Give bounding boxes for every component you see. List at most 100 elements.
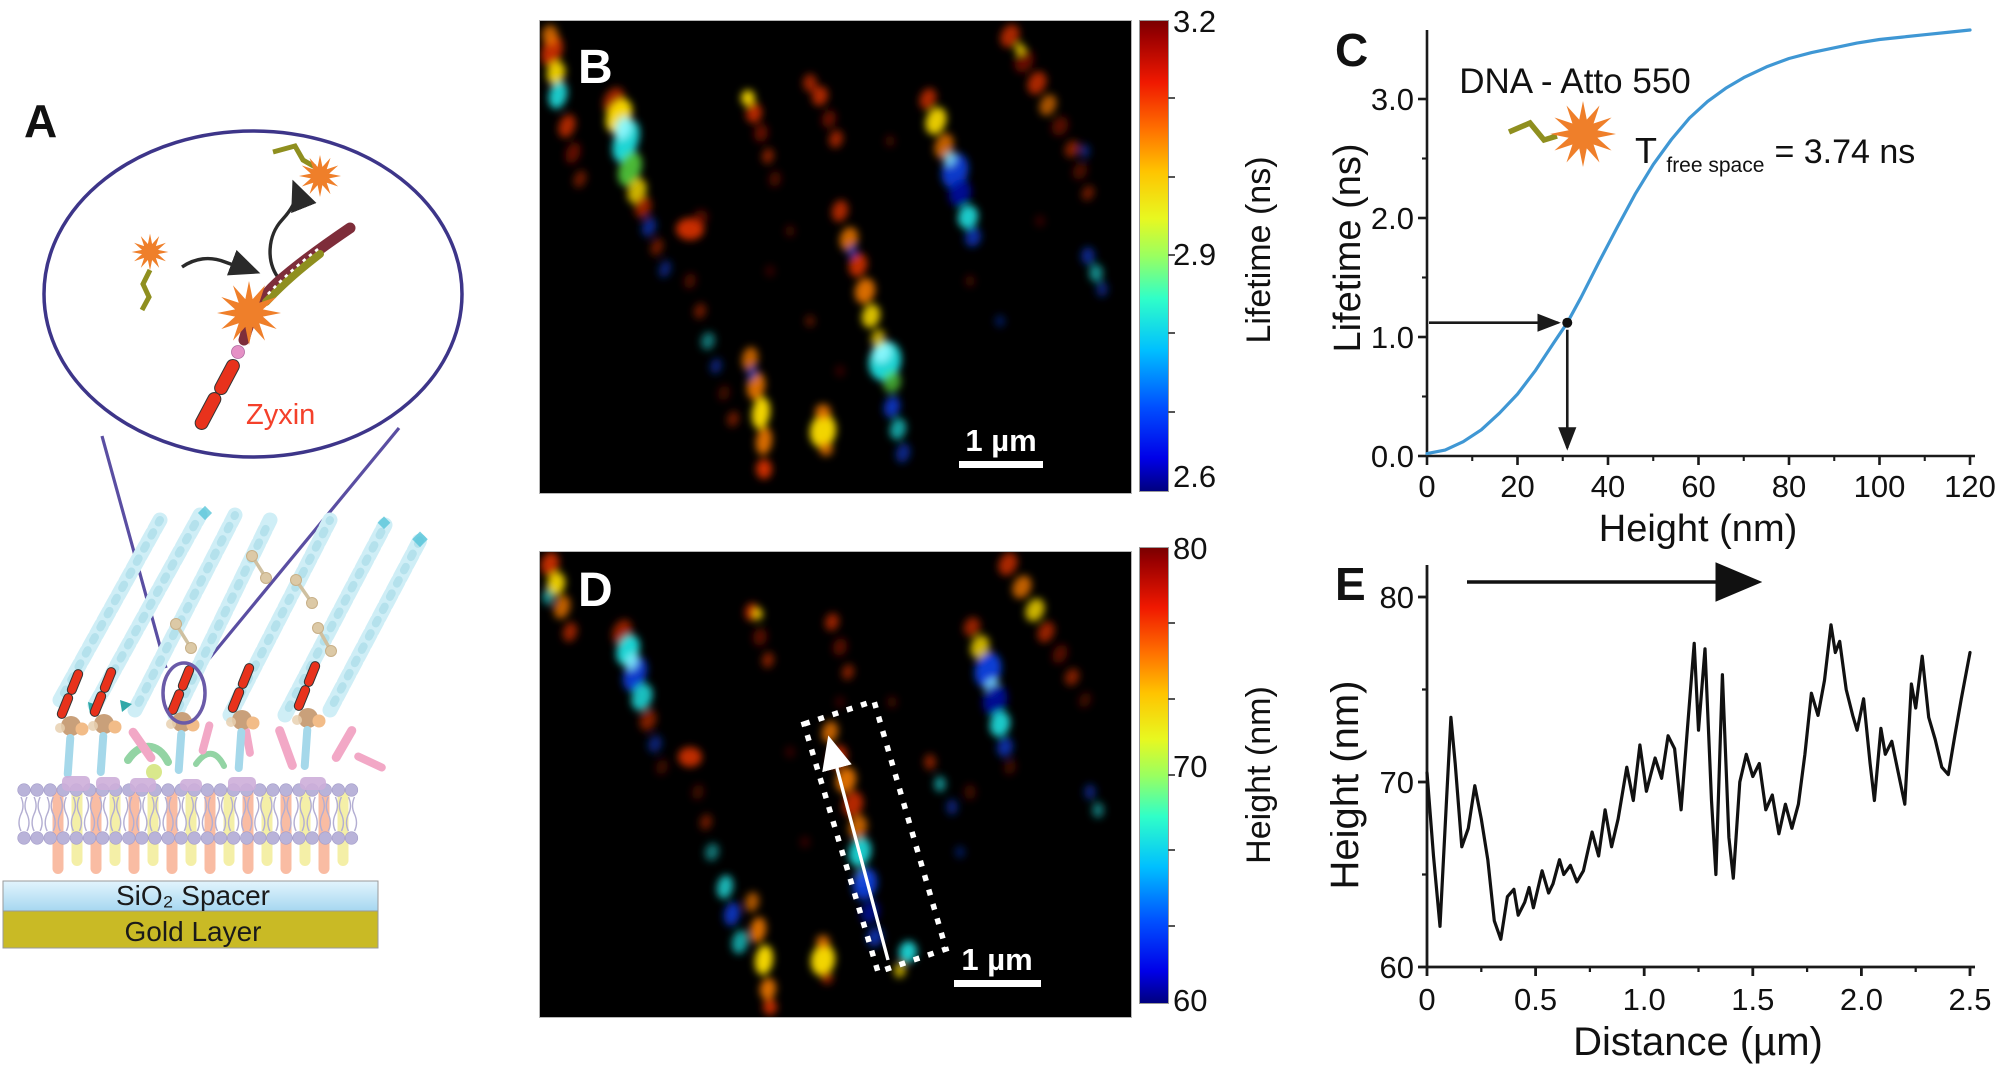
- zoom-target-circle: [161, 661, 207, 725]
- inset-content: Zyxin: [131, 143, 356, 431]
- streak-blob: [1052, 644, 1068, 664]
- lipid-tail: [312, 796, 318, 832]
- streak-blob: [1012, 575, 1032, 599]
- x-tick-label: 20: [1500, 469, 1534, 504]
- streak-blob: [647, 735, 663, 753]
- lipid-tail: [136, 796, 142, 832]
- lifetime-colorbar: [1139, 20, 1169, 492]
- adhesion-blob: [166, 719, 176, 729]
- axes: 0 0.5 1.0 1.5 2.0 2.5 60 70 80: [1380, 565, 1992, 1017]
- crosslinker-bead: [246, 550, 258, 562]
- streak-blob: [1081, 185, 1095, 201]
- actin-filament-shade: [131, 511, 239, 714]
- linker-dot: [231, 345, 245, 359]
- peripheral-protein: [96, 777, 120, 790]
- streak-blob: [617, 151, 643, 187]
- membrane-surface-proteins: [62, 776, 326, 792]
- roi-direction-arrow: [822, 735, 890, 961]
- panel-d-height-image: D 1 µm: [539, 551, 1132, 1018]
- x-tick-label: 0.5: [1514, 982, 1557, 1017]
- streak-blob: [816, 935, 830, 949]
- lipid-head: [30, 783, 44, 797]
- transmembrane-pillar: [261, 788, 273, 866]
- streak-blob: [754, 945, 774, 975]
- marked-point-annotation: [1429, 313, 1577, 451]
- streak-blob: [996, 737, 1014, 757]
- release-arrow: [268, 179, 317, 282]
- peripheral-protein: [130, 778, 156, 792]
- lipid-tail: [260, 796, 266, 832]
- streak-blob: [753, 124, 769, 142]
- lipid-head: [279, 783, 293, 797]
- adhesion-blob: [55, 723, 65, 733]
- adhesion-blob: [75, 722, 89, 736]
- streak-blob: [835, 696, 845, 708]
- streak-blob: [831, 200, 849, 222]
- lipid-head: [279, 831, 293, 845]
- lipid-head: [17, 831, 31, 845]
- lipid-tail: [18, 796, 24, 832]
- streak-blob: [573, 170, 587, 188]
- transmembrane-proteins: [52, 788, 349, 874]
- lipid-tail: [227, 796, 234, 832]
- streak-blob: [934, 776, 946, 792]
- streak-blob: [558, 114, 576, 138]
- lipid-tail: [332, 796, 339, 832]
- streak-blob: [763, 999, 777, 1015]
- colorbar-tick-min: 2.6: [1173, 459, 1217, 494]
- streak-blob: [1089, 264, 1103, 282]
- lipid-tail: [267, 796, 273, 832]
- streak-blob: [1027, 71, 1047, 95]
- streak-blob: [716, 875, 734, 899]
- base-pairing-dots: [266, 247, 319, 296]
- panel-a-letter: A: [24, 95, 57, 147]
- scale-bar-label: 1 µm: [965, 423, 1036, 458]
- lipid-tail: [194, 796, 200, 832]
- lipid-tail: [273, 796, 279, 832]
- streak-blob: [1025, 598, 1045, 622]
- streak-blob: [1084, 784, 1096, 800]
- lipid-tail: [293, 796, 299, 832]
- x-tick-label: 2.5: [1948, 982, 1991, 1017]
- streak-blob: [882, 371, 902, 393]
- lipid-head: [200, 783, 214, 797]
- stalk-protein: [96, 732, 108, 776]
- streak-blob: [785, 746, 795, 758]
- panel-d-letter: D: [578, 564, 613, 617]
- lipid-tail: [24, 796, 30, 832]
- zyxin-capsule: [293, 685, 311, 711]
- streak-blob: [957, 205, 979, 229]
- streak-blob: [761, 148, 775, 164]
- tau-subscript: free space: [1666, 154, 1764, 177]
- crosslinker-bead: [260, 572, 272, 584]
- adhesion-blob: [108, 720, 122, 734]
- streak-blob: [693, 303, 707, 319]
- lipid-tail: [50, 796, 56, 832]
- zyxin-capsule: [89, 691, 107, 717]
- lipid-tail: [123, 796, 129, 832]
- streak-blob: [768, 171, 782, 187]
- lipid-tail: [254, 796, 260, 832]
- streak-blob: [1081, 247, 1095, 265]
- x-tick-label: 0: [1418, 469, 1435, 504]
- crosslinker-bead: [312, 622, 324, 634]
- streak-blob: [846, 244, 858, 258]
- stalk-protein: [300, 726, 312, 770]
- streak-blob: [678, 747, 702, 767]
- streak-blob: [761, 652, 775, 668]
- lipid-head: [266, 831, 280, 845]
- streak-blob: [634, 196, 652, 218]
- adhesion-blob: [246, 716, 260, 730]
- streak-blob: [741, 90, 755, 106]
- dye-annotation: DNA - Atto 550: [1459, 62, 1691, 101]
- lipid-tail: [299, 796, 305, 832]
- y-tick-label: 60: [1380, 950, 1414, 985]
- zyxin-label: Zyxin: [246, 399, 315, 431]
- crosslinker-bead: [290, 574, 302, 586]
- streak-blob: [631, 683, 653, 711]
- crosslinker-bead: [306, 597, 318, 609]
- lipid-head: [161, 831, 175, 845]
- streak-blob: [650, 238, 664, 256]
- lipid-head: [292, 831, 306, 845]
